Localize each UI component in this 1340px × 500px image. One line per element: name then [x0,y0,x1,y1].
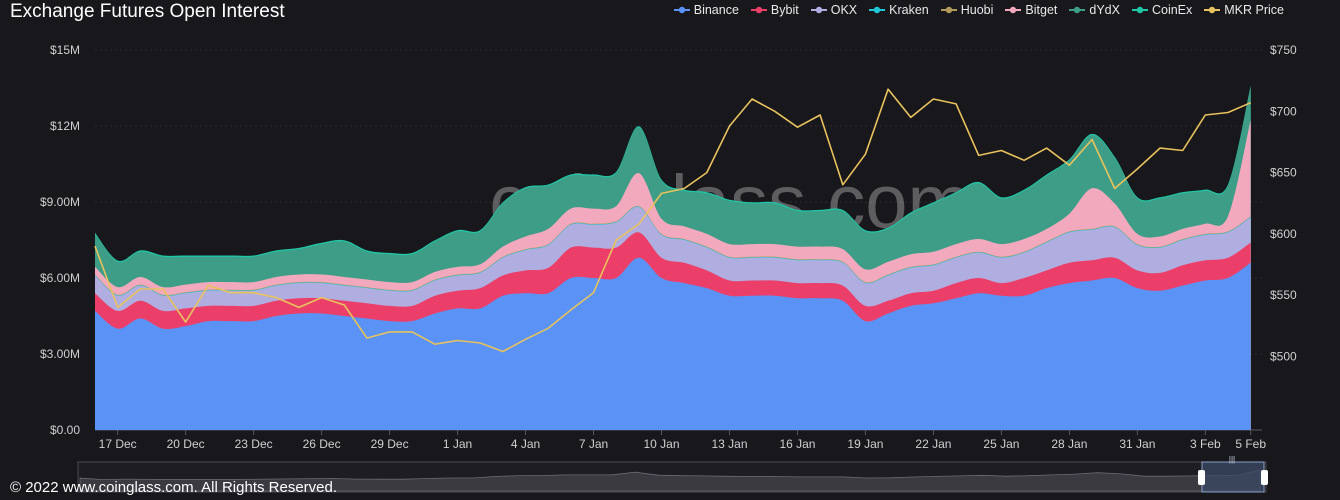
y-right-tick-label: $500 [1270,349,1297,363]
legend: Binance Bybit OKX Kraken Huobi Bitget dYdX Coin… [673,3,1284,17]
x-tick-label: 31 Jan [1119,437,1155,451]
legend-label: CoinEx [1151,3,1193,17]
legend-item-kraken[interactable]: Kraken [869,3,929,17]
x-tick-label: 22 Jan [915,437,951,451]
x-tick-label: 26 Dec [303,437,341,451]
legend-label: OKX [830,3,858,17]
navigator-grip[interactable]: ||| [1229,455,1235,464]
y-left-tick-label: $12M [50,119,80,133]
line-mkr-price [94,88,1252,353]
legend-item-binance[interactable]: Binance [673,3,739,17]
legend-symbol-icon [1005,6,1022,14]
y-axis-right: $500 $550 $600 $650 $700 $750 [1270,43,1297,363]
legend-symbol-icon [1131,6,1148,14]
x-tick-label: 19 Jan [847,437,883,451]
legend-symbol-icon [673,6,690,14]
x-tick-label: 20 Dec [167,437,205,451]
legend-item-coinex[interactable]: CoinEx [1131,3,1193,17]
y-left-tick-label: $15M [50,43,80,57]
legend-symbol-icon [1204,6,1221,14]
legend-label: Bitget [1025,3,1058,17]
y-left-tick-label: $6.00M [40,271,80,285]
legend-label: Bybit [770,3,799,17]
legend-item-huobi[interactable]: Huobi [940,3,994,17]
footer-copyright: © 2022 www.coinglass.com. All Rights Res… [10,479,338,496]
legend-item-mkr-price[interactable]: MKR Price [1204,3,1284,17]
range-navigator[interactable]: ||| [77,455,1268,493]
navigator-handle-right[interactable] [1261,470,1268,485]
y-right-tick-label: $600 [1270,227,1297,241]
y-right-tick-label: $750 [1270,43,1297,57]
legend-item-bitget[interactable]: Bitget [1005,3,1057,17]
x-tick-label: 23 Dec [235,437,273,451]
x-tick-label: 25 Jan [983,437,1019,451]
line-series [94,88,1252,353]
x-tick-label: 16 Jan [779,437,815,451]
legend-item-okx[interactable]: OKX [810,3,858,17]
x-tick-label: 7 Jan [579,437,608,451]
x-tick-label: 3 Feb [1190,437,1221,451]
legend-symbol-icon [869,6,886,14]
chart-title: Exchange Futures Open Interest [10,1,285,22]
x-tick-label: 13 Jan [711,437,747,451]
y-right-tick-label: $550 [1270,288,1297,302]
legend-label: Kraken [889,3,929,17]
navigator-selection[interactable] [1201,461,1265,493]
legend-label: MKR Price [1224,3,1284,17]
legend-symbol-icon [750,6,767,14]
legend-symbol-icon [940,6,957,14]
x-tick-label: 1 Jan [443,437,472,451]
y-right-tick-label: $650 [1270,166,1297,180]
x-axis: 17 Dec 20 Dec 23 Dec 26 Dec 29 Dec 1 Jan 4 Jan… [99,430,1266,451]
area-binance [95,257,1251,430]
y-axis-left: $0.00 $3.00M $6.00M $9.00M $12M $15M [40,43,80,437]
legend-item-bybit[interactable]: Bybit [750,3,799,17]
legend-label: dYdX [1089,3,1120,17]
navigator-handle-left[interactable] [1198,470,1205,485]
x-tick-label: 17 Dec [99,437,137,451]
area-series [95,85,1251,431]
x-tick-label: 29 Dec [371,437,409,451]
legend-symbol-icon [1069,6,1086,14]
y-left-tick-label: $9.00M [40,195,80,209]
legend-item-dydx[interactable]: dYdX [1069,3,1120,17]
x-tick-label: 10 Jan [643,437,679,451]
legend-label: Binance [693,3,739,17]
x-tick-label: 5 Feb [1235,437,1266,451]
x-tick-label: 4 Jan [511,437,540,451]
y-right-tick-label: $700 [1270,104,1297,118]
legend-label: Huobi [960,3,994,17]
y-left-tick-label: $0.00 [50,423,80,437]
legend-symbol-icon [810,6,827,14]
y-left-tick-label: $3.00M [40,347,80,361]
navigator-preview [79,469,1261,492]
x-tick-label: 28 Jan [1051,437,1087,451]
